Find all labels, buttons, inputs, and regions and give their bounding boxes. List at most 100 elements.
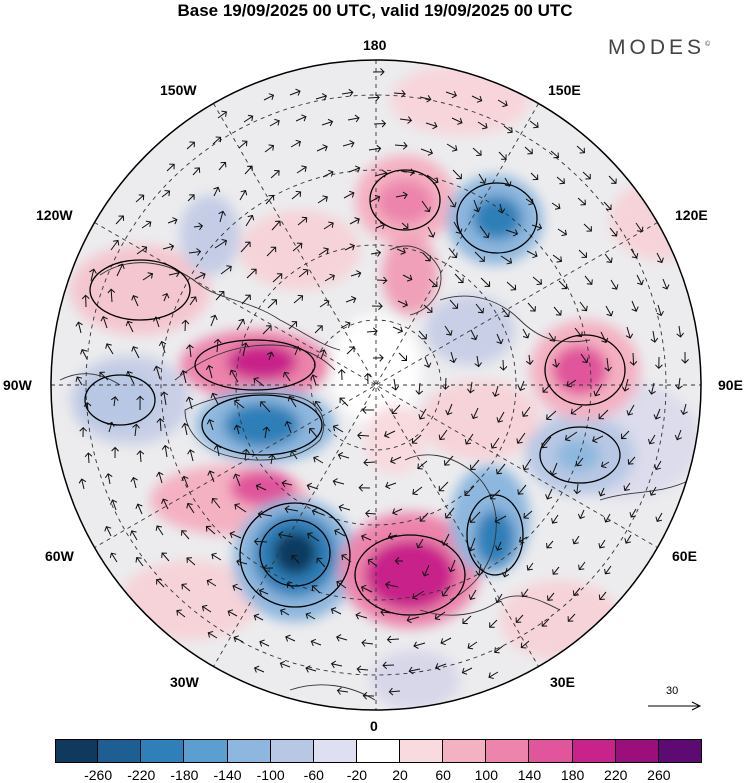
- wind-vector-arrow: [396, 247, 406, 255]
- wind-vector-arrow: [253, 537, 268, 546]
- wind-vector-arrow: [551, 202, 561, 210]
- wind-vector-arrow: [624, 534, 632, 544]
- wind-vector-arrow: [370, 249, 382, 257]
- wind-vector-arrow: [207, 631, 218, 639]
- wind-vector-arrow: [576, 145, 586, 154]
- wind-vector-arrow: [371, 302, 383, 310]
- wind-vector-arrow: [445, 90, 457, 99]
- wind-vector-arrow: [445, 403, 453, 416]
- wind-vector-arrow: [564, 431, 578, 442]
- wind-vector-arrow: [522, 328, 530, 339]
- wind-vector-arrow: [464, 433, 474, 445]
- colorbar-swatch: [356, 739, 401, 763]
- wind-vector-arrow: [311, 585, 321, 594]
- wind-vector-arrow: [505, 229, 519, 237]
- wind-vector-arrow: [262, 426, 271, 439]
- wind-vector-arrow: [494, 515, 507, 524]
- wind-vector-arrow: [341, 88, 354, 97]
- wind-vector-arrow: [142, 272, 154, 281]
- colorbar-label: -20: [346, 767, 368, 783]
- wind-vector-arrow: [213, 186, 221, 197]
- map-title: Base 19/09/2025 00 UTC, valid 19/09/2025…: [177, 1, 573, 20]
- colorbar-swatch: [486, 739, 530, 763]
- wind-vector-arrow: [441, 585, 451, 597]
- wind-vector-arrow: [467, 537, 476, 552]
- wind-vector-arrow: [592, 435, 604, 444]
- wind-vector-arrow: [467, 641, 478, 650]
- wind-vector-arrow: [210, 392, 219, 405]
- wind-vector-arrow: [648, 434, 656, 445]
- wind-vector-arrow: [400, 168, 415, 176]
- wind-vector-arrow: [417, 460, 428, 470]
- wind-vector-arrow: [422, 252, 431, 262]
- wind-vector-arrow: [373, 119, 387, 128]
- wind-vector-arrow: [314, 325, 323, 334]
- wind-vector-arrow: [621, 378, 630, 392]
- wind-vector-arrow: [186, 502, 195, 514]
- wind-vector-arrow: [578, 249, 588, 258]
- wind-vector-arrow: [181, 422, 189, 436]
- wind-vector-arrow: [141, 220, 152, 229]
- wind-vector-arrow: [105, 343, 114, 355]
- wind-vector-arrow: [603, 201, 612, 211]
- wind-vector-arrow: [471, 407, 479, 420]
- colorbar-label: 20: [392, 767, 408, 783]
- wind-vector-arrow: [290, 450, 298, 460]
- wind-vector-arrow: [181, 475, 189, 488]
- wind-vector-arrow: [654, 460, 662, 471]
- wind-vector-arrow: [218, 161, 227, 171]
- wind-vector-arrow: [334, 528, 346, 537]
- wind-vector-arrow: [573, 483, 582, 495]
- wind-vector-arrow: [608, 175, 617, 184]
- wind-vector-arrow: [318, 247, 329, 256]
- wind-vector-arrow: [232, 583, 243, 591]
- colorbar-label: 260: [647, 767, 671, 783]
- lon-label-60w: 60W: [45, 548, 74, 564]
- wind-vector-arrow: [525, 354, 534, 366]
- wind-vector-arrow: [187, 449, 195, 462]
- wind-vector-arrow: [363, 458, 376, 467]
- wind-vector-arrow: [242, 448, 250, 461]
- wind-vector-arrow: [104, 473, 113, 485]
- wind-vector-arrow: [211, 552, 222, 561]
- wind-vector-arrow: [570, 405, 583, 415]
- wind-vector-arrow: [186, 344, 194, 358]
- colorbar-label: -60: [303, 767, 324, 783]
- wind-vector-arrow: [372, 354, 384, 362]
- lon-label-60e: 60E: [672, 548, 697, 564]
- wind-vector-arrow: [278, 531, 294, 539]
- wind-vector-arrow: [260, 401, 271, 413]
- wind-vector-arrow: [80, 348, 88, 360]
- wind-vector-arrow: [610, 279, 619, 290]
- wind-vector-arrow: [413, 641, 426, 649]
- wind-vector-arrow: [266, 246, 277, 257]
- wind-vector-arrow: [547, 592, 555, 601]
- wind-vector-arrow: [516, 432, 526, 444]
- wind-vector-arrow: [655, 356, 663, 370]
- wind-vector-arrow: [245, 214, 255, 227]
- wind-vector-arrow: [367, 93, 380, 102]
- lon-label-30e: 30E: [550, 674, 575, 690]
- wind-vector-arrow: [213, 444, 222, 457]
- wind-vector-arrow: [212, 136, 222, 145]
- wind-vector-arrow: [270, 170, 280, 179]
- wind-vector-arrow: [340, 321, 351, 329]
- wind-vector-arrow: [474, 355, 483, 368]
- wind-vector-arrow: [469, 511, 481, 523]
- wind-vector-arrow: [257, 510, 273, 519]
- wind-vector-arrow: [582, 171, 591, 180]
- wind-vector-arrow: [356, 665, 369, 674]
- wind-vector-arrow: [234, 399, 245, 409]
- wind-vector-arrow: [205, 364, 214, 379]
- wind-vector-arrow: [496, 463, 506, 475]
- wind-vector-arrow: [675, 377, 683, 390]
- wind-vector-arrow: [399, 116, 413, 124]
- wind-vector-arrow: [323, 221, 334, 230]
- wind-vector-arrow: [648, 382, 656, 395]
- wind-vector-arrow: [135, 503, 143, 515]
- wind-vector-arrow: [497, 99, 508, 108]
- wind-vector-arrow: [449, 299, 459, 309]
- wind-vector-arrow: [232, 473, 241, 487]
- wind-vector-arrow: [291, 554, 300, 564]
